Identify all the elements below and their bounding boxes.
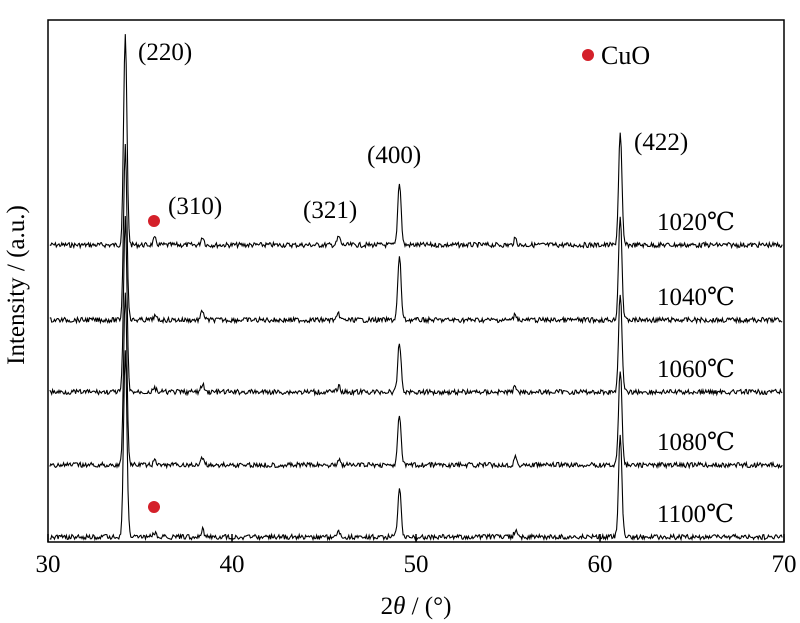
x-tick-label: 50 <box>404 551 429 578</box>
peak-labels: (220) (310) (321) (400) (422) <box>138 39 688 224</box>
peak-label-422: (422) <box>634 129 688 156</box>
cuo-marker-top <box>148 215 160 227</box>
series-label: 1060℃ <box>657 356 735 383</box>
x-tick-label: 40 <box>220 551 245 578</box>
x-axis: 30 40 50 60 70 <box>36 534 797 578</box>
legend: CuO <box>582 41 650 70</box>
series-line <box>49 215 783 397</box>
cuo-marker-bottom <box>148 501 160 513</box>
y-axis-title: Intensity / (a.u.) <box>3 205 30 365</box>
legend-cuo-marker <box>582 49 594 61</box>
x-axis-title: 2θ / (°) <box>381 593 452 620</box>
peak-label-400: (400) <box>367 142 421 169</box>
series-line <box>49 143 783 325</box>
series-label: 1020℃ <box>657 209 735 236</box>
series-line <box>49 350 783 542</box>
peak-label-220: (220) <box>138 39 192 66</box>
series-label: 1040℃ <box>657 284 735 311</box>
x-tick-label: 60 <box>588 551 613 578</box>
x-tick-label: 30 <box>36 551 61 578</box>
peak-label-321: (321) <box>303 197 357 224</box>
curve-labels: 1020℃ 1040℃ 1060℃ 1080℃ 1100℃ <box>657 209 735 528</box>
series-line <box>49 292 783 470</box>
x-tick-label: 70 <box>772 551 797 578</box>
curves <box>49 34 783 542</box>
series-line <box>49 34 783 250</box>
peak-label-310: (310) <box>168 193 222 220</box>
legend-cuo-label: CuO <box>601 41 650 70</box>
series-label: 1100℃ <box>657 501 734 528</box>
series-label: 1080℃ <box>657 429 735 456</box>
